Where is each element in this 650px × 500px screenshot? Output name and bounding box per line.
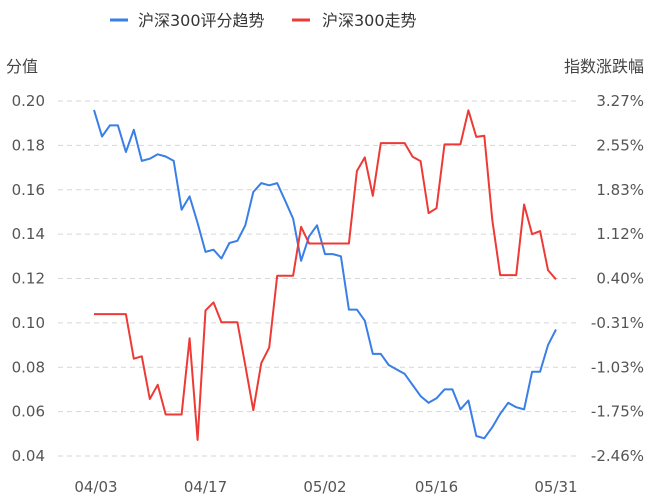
left-axis-ticks: 0.20 0.18 0.16 0.14 0.12 0.10 0.08 0.06 0.04	[12, 92, 45, 465]
legend-label-score: 沪深300评分趋势	[138, 11, 265, 30]
left-tick-label: 0.08	[12, 358, 45, 376]
gridlines	[58, 100, 578, 457]
right-tick-label: -0.31%	[591, 314, 644, 332]
series-lines	[93, 109, 557, 441]
left-tick-label: 0.14	[12, 225, 45, 243]
left-tick-label: 0.20	[12, 92, 45, 110]
right-tick-label: 1.83%	[596, 181, 644, 199]
series-line-score	[93, 109, 557, 440]
left-tick-label: 0.06	[12, 403, 45, 421]
right-tick-label: 3.27%	[596, 92, 644, 110]
right-axis-title: 指数涨跌幅	[564, 57, 644, 76]
right-tick-label: -2.46%	[591, 447, 644, 465]
x-axis-ticks: 04/03 04/17 05/02 05/16 05/31	[74, 478, 577, 496]
right-tick-label: -1.75%	[591, 403, 644, 421]
x-tick-label: 04/03	[74, 478, 117, 496]
series-line-index	[94, 109, 557, 441]
legend-item-score[interactable]: 沪深300评分趋势	[110, 11, 265, 30]
right-tick-label: 1.12%	[596, 225, 644, 243]
x-tick-label: 05/02	[303, 478, 346, 496]
legend: 沪深300评分趋势 沪深300走势	[110, 11, 417, 30]
legend-label-index: 沪深300走势	[322, 11, 417, 30]
legend-item-index[interactable]: 沪深300走势	[292, 11, 417, 30]
left-tick-label: 0.16	[12, 181, 45, 199]
left-tick-label: 0.18	[12, 136, 45, 154]
right-axis-ticks: 3.27% 2.55% 1.83% 1.12% 0.40% -0.31% -1.03% -1.…	[591, 92, 644, 465]
left-tick-label: 0.12	[12, 270, 45, 288]
left-tick-label: 0.04	[12, 447, 45, 465]
x-tick-label: 05/31	[534, 478, 577, 496]
left-tick-label: 0.10	[12, 314, 45, 332]
right-tick-label: 0.40%	[596, 270, 644, 288]
left-axis-title: 分值	[6, 57, 38, 76]
x-tick-label: 04/17	[184, 478, 227, 496]
right-tick-label: 2.55%	[596, 136, 644, 154]
x-tick-label: 05/16	[415, 478, 458, 496]
right-tick-label: -1.03%	[591, 358, 644, 376]
